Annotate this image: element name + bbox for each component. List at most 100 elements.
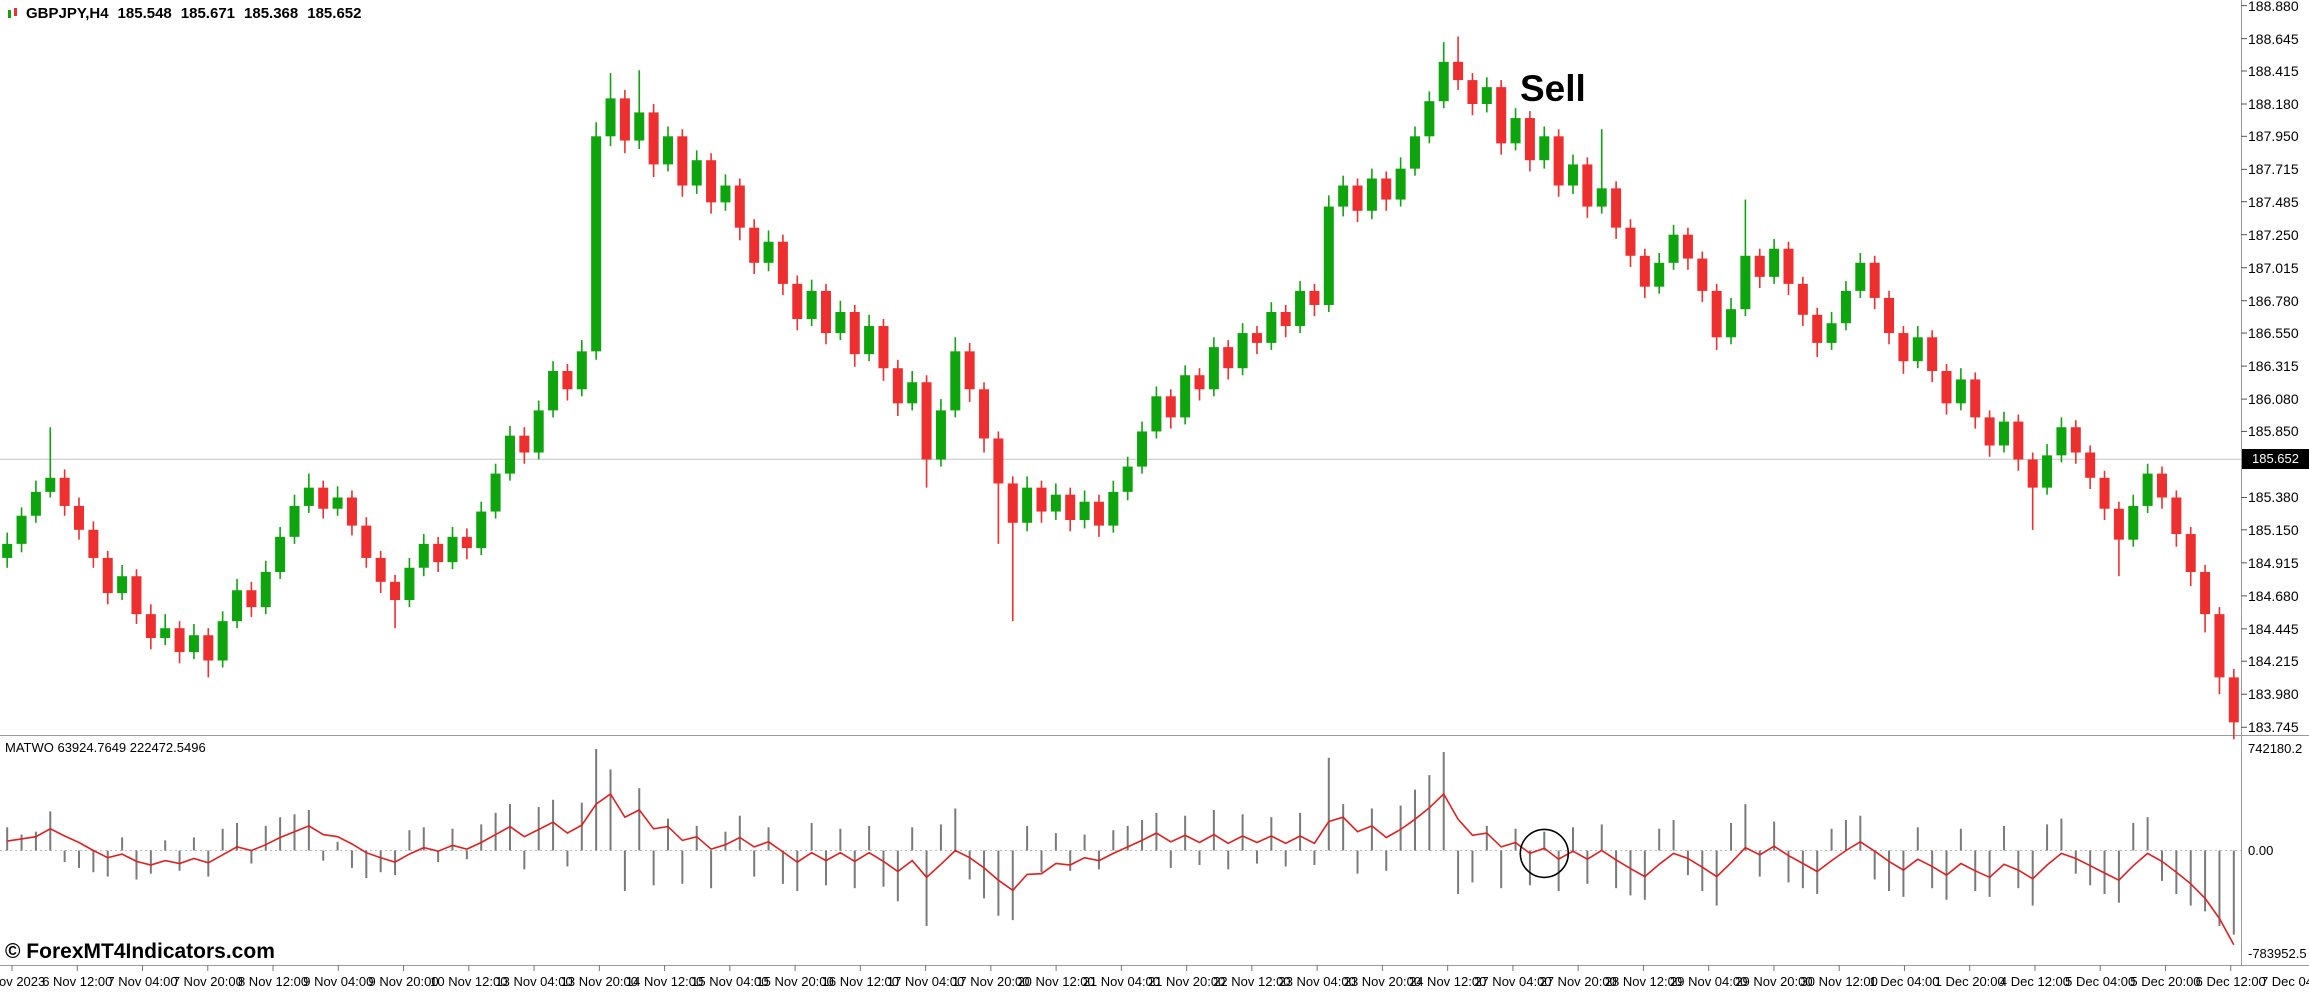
price-tick-label: 188.880 (2248, 0, 2299, 14)
time-axis-label: 23 Nov 20:00 (1343, 974, 1422, 989)
candle (160, 628, 171, 639)
candle (1726, 309, 1737, 338)
candle (1898, 333, 1909, 362)
sell-annotation-label[interactable]: Sell (1520, 68, 1586, 109)
candle (1668, 234, 1679, 263)
time-axis-label: 17 Nov 20:00 (952, 974, 1030, 989)
candle (303, 487, 314, 506)
price-tick-label: 187.950 (2248, 128, 2299, 145)
price-tick-label: 184.445 (2248, 620, 2299, 637)
candle (1467, 80, 1478, 104)
candle (30, 491, 41, 516)
price-tick-label: 187.485 (2248, 193, 2299, 210)
candle (1007, 483, 1018, 523)
quote-header: GBPJPY,H4 185.548 185.671 185.368 185.65… (6, 5, 364, 22)
price-tick-label: 186.315 (2248, 358, 2299, 375)
candle (289, 505, 300, 537)
candle (1797, 283, 1808, 315)
candle (1654, 262, 1665, 287)
candle (2056, 427, 2067, 456)
candle (950, 351, 961, 411)
candle (878, 326, 889, 369)
candle (117, 576, 128, 594)
candle (418, 543, 429, 568)
candle (2113, 508, 2124, 540)
candle (1194, 375, 1205, 390)
candle (433, 543, 444, 563)
candle (2070, 427, 2081, 453)
candle (1553, 136, 1564, 186)
candle (1711, 290, 1722, 338)
candle (806, 290, 817, 320)
price-tick-label: 188.645 (2248, 30, 2299, 47)
candle (1453, 61, 1464, 81)
price-tick-label: 186.780 (2248, 292, 2299, 309)
candle (921, 382, 932, 460)
candle (576, 351, 587, 390)
candle (1050, 494, 1061, 512)
indicator-title: MATWO 63924.7649 222472.5496 (5, 740, 206, 755)
candle (1941, 371, 1952, 404)
candle (864, 326, 875, 355)
candle (1251, 333, 1262, 343)
time-axis-label: 28 Nov 12:00 (1604, 974, 1683, 989)
candle (1223, 347, 1234, 369)
candle (677, 136, 688, 186)
price-tick-label: 188.180 (2248, 95, 2299, 112)
candle (490, 473, 501, 512)
candle (1524, 118, 1535, 161)
candle (246, 590, 257, 608)
candle (1165, 396, 1176, 418)
price-tick-label: 184.680 (2248, 587, 2299, 604)
circle-annotation[interactable] (1519, 828, 1570, 879)
candle (1137, 431, 1148, 467)
candle (2085, 452, 2096, 478)
candle (1323, 206, 1334, 305)
candle (1697, 258, 1708, 291)
candle (849, 311, 860, 355)
candle (2013, 421, 2024, 460)
price-tick-label: 183.980 (2248, 686, 2299, 703)
candle (59, 477, 70, 506)
indicator-scale-top: 742180.2 (2248, 741, 2303, 756)
candle (1438, 61, 1449, 102)
current-price-tag: 185.652 (2242, 449, 2309, 470)
symbol-icon (8, 7, 17, 18)
time-axis-label: 6 Nov 12:00 (42, 974, 113, 989)
candle (1639, 255, 1650, 287)
candle (1280, 311, 1291, 327)
candle (2200, 571, 2211, 615)
time-axis-label: 10 Nov 12:00 (430, 974, 508, 989)
candle (1151, 396, 1162, 432)
candle (907, 382, 918, 404)
time-axis-label: 23 Nov 04:00 (1278, 974, 1356, 989)
axis-ticks (11, 5, 2247, 971)
candle (1611, 188, 1622, 228)
indicator-line (7, 792, 2235, 946)
time-axis-label: 29 Nov 20:00 (1735, 974, 1813, 989)
candle (1998, 421, 2009, 446)
candle (821, 290, 832, 334)
candle (533, 410, 544, 453)
candle (1395, 168, 1406, 200)
candle (131, 576, 142, 615)
price-scale[interactable]: 185.652 742180.2 0.00 -783952.5 188.880 1… (2242, 0, 2309, 998)
candle (792, 283, 803, 320)
quote-open: 185.548 (117, 5, 172, 22)
candle (1955, 379, 1966, 404)
candle (835, 311, 846, 334)
candle (260, 571, 271, 608)
price-tick-label: 188.415 (2248, 62, 2299, 79)
time-axis-label: 9 Nov 04:00 (303, 974, 374, 989)
candle (16, 515, 27, 544)
price-tick-label: 185.150 (2248, 521, 2299, 538)
candle (2228, 677, 2239, 723)
candle (763, 241, 774, 263)
candle (1740, 255, 1751, 310)
candle (634, 112, 645, 141)
candle (145, 614, 156, 639)
candle (1625, 227, 1636, 256)
candle (2156, 473, 2167, 498)
